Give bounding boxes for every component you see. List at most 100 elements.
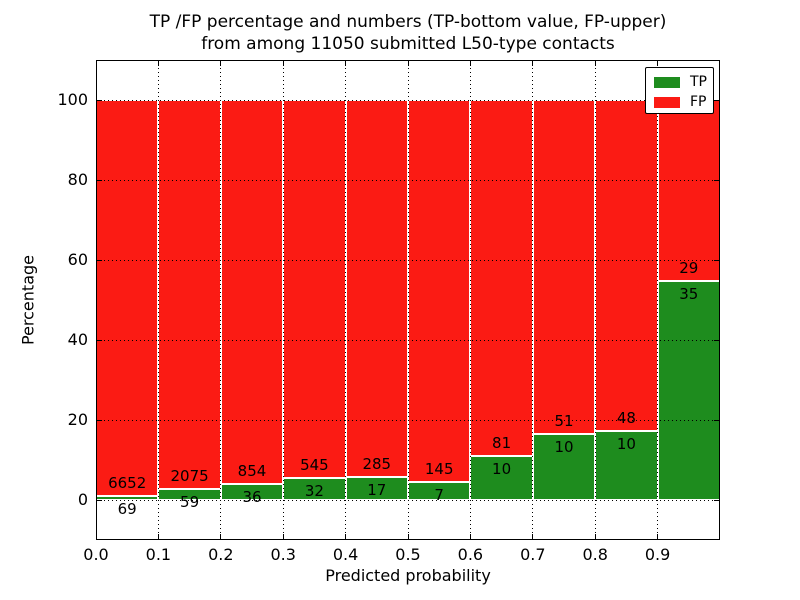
x-tick-mark: [719, 534, 720, 539]
gridline-vertical: [532, 60, 534, 540]
bar-segment-fp: [158, 100, 221, 489]
x-tick-mark: [157, 534, 159, 539]
y-tick-mark: [714, 419, 719, 421]
bar-segment-fp: [532, 100, 596, 435]
x-tick-label: 0.3: [270, 545, 296, 564]
gridline-vertical: [157, 60, 159, 540]
y-tick-label: 80: [67, 170, 88, 189]
tp-count-label: 59: [180, 492, 200, 511]
bar-segment-tp: [595, 431, 658, 500]
x-tick-mark: [282, 61, 284, 66]
x-tick-label: 0.5: [395, 545, 421, 564]
y-tick-label: 60: [67, 250, 88, 269]
x-tick-mark: [469, 61, 471, 66]
x-tick-label: 0.2: [208, 545, 234, 564]
bar-segment-fp: [220, 100, 284, 484]
tp-count-label: 7: [434, 485, 444, 504]
y-tick-mark: [714, 99, 719, 101]
bar-segment-fp: [96, 100, 159, 496]
x-tick-mark: [96, 61, 97, 66]
fp-count-label: 51: [554, 412, 574, 431]
fp-count-label: 285: [362, 455, 392, 474]
y-tick-mark: [97, 339, 102, 341]
gridline-vertical: [407, 60, 409, 540]
x-tick-mark: [594, 61, 596, 66]
bar-segment-tp: [470, 456, 533, 500]
x-tick-mark: [594, 534, 596, 539]
tp-count-label: 10: [492, 460, 512, 479]
x-tick-label: 0.1: [145, 545, 172, 564]
tp-count-label: 36: [242, 487, 262, 506]
x-tick-mark: [657, 61, 659, 66]
fp-count-label: 48: [616, 409, 636, 428]
x-tick-label: 0.8: [582, 545, 608, 564]
tp-count-label: 10: [616, 435, 636, 454]
y-tick-label: 0: [77, 490, 88, 509]
legend-swatch-fp: [654, 97, 680, 108]
tp-count-label: 10: [554, 438, 574, 457]
x-tick-mark: [407, 61, 409, 66]
y-tick-mark: [97, 499, 102, 501]
y-tick-label: 100: [57, 90, 88, 109]
x-tick-mark: [345, 534, 347, 539]
legend-label: FP: [690, 94, 707, 110]
fp-count-label: 145: [424, 459, 454, 478]
bar-segment-tp: [657, 281, 720, 500]
chart-title-line-1: TP /FP percentage and numbers (TP-bottom…: [149, 12, 667, 32]
y-tick-mark: [714, 339, 719, 341]
x-tick-mark: [532, 61, 534, 66]
x-tick-mark: [96, 534, 97, 539]
chart-title-line-2: from among 11050 submitted L50-type cont…: [201, 34, 615, 54]
legend: TP FP: [645, 67, 714, 114]
x-tick-mark: [282, 534, 284, 539]
bar-segment-fp: [470, 100, 533, 457]
bar-segment-fp: [595, 100, 658, 432]
bar-segment-fp: [345, 100, 408, 478]
x-tick-mark: [719, 61, 720, 66]
fp-count-label: 854: [237, 461, 267, 480]
y-tick-mark: [97, 259, 102, 261]
gridline-vertical: [345, 60, 347, 540]
x-tick-mark: [220, 61, 222, 66]
chart-title: TP /FP percentage and numbers (TP-bottom…: [96, 11, 720, 55]
bar-segment-tp: [220, 483, 284, 500]
legend-swatch-tp: [654, 77, 680, 88]
tp-count-label: 35: [679, 285, 699, 304]
tp-count-label: 69: [117, 499, 137, 518]
fp-count-label: 6652: [108, 473, 147, 492]
x-tick-label: 0.9: [644, 545, 671, 564]
fp-count-label: 29: [679, 259, 699, 278]
y-tick-label: 40: [67, 330, 88, 349]
legend-row: FP: [654, 94, 713, 111]
gridline-vertical: [469, 60, 471, 540]
bar-segment-tp: [408, 481, 471, 500]
gridline-vertical: [657, 60, 659, 540]
legend-row: TP: [654, 74, 713, 91]
x-tick-mark: [345, 61, 347, 66]
bar-segment-tp: [158, 488, 221, 500]
gridline-vertical: [594, 60, 596, 540]
y-tick-mark: [97, 179, 102, 181]
fp-count-label: 545: [300, 455, 329, 474]
y-tick-mark: [97, 99, 102, 101]
y-tick-mark: [714, 499, 719, 501]
fp-count-label: 81: [492, 434, 512, 453]
bar-segment-tp: [345, 477, 408, 500]
tp-count-label: 32: [304, 481, 324, 500]
bar-segment-tp: [532, 434, 596, 500]
x-tick-mark: [469, 534, 471, 539]
x-tick-label: 0.0: [83, 545, 109, 564]
x-tick-mark: [220, 534, 222, 539]
x-tick-label: 0.4: [332, 545, 359, 564]
y-tick-mark: [714, 259, 719, 261]
x-axis-label: Predicted probability: [325, 566, 491, 585]
gridline-vertical: [220, 60, 222, 540]
bar-segment-fp: [657, 100, 720, 282]
y-tick-label: 20: [67, 410, 88, 429]
x-tick-mark: [407, 534, 409, 539]
x-tick-label: 0.7: [520, 545, 546, 564]
bar-segment-fp: [283, 100, 346, 478]
x-tick-mark: [157, 61, 159, 66]
gridline-vertical: [282, 60, 284, 540]
